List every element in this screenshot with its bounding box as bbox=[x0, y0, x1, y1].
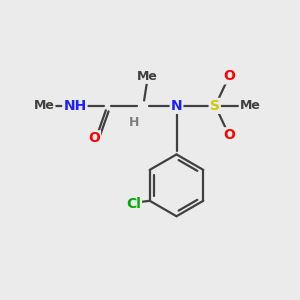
Text: O: O bbox=[224, 69, 236, 83]
Text: Cl: Cl bbox=[126, 197, 141, 211]
Text: NH: NH bbox=[63, 99, 86, 113]
Text: Me: Me bbox=[240, 99, 260, 112]
Text: Me: Me bbox=[136, 70, 158, 83]
Text: N: N bbox=[171, 99, 182, 113]
Text: O: O bbox=[88, 131, 100, 145]
Text: H: H bbox=[129, 116, 139, 128]
Text: S: S bbox=[210, 99, 220, 113]
Text: Me: Me bbox=[34, 99, 54, 112]
Text: O: O bbox=[224, 128, 236, 142]
